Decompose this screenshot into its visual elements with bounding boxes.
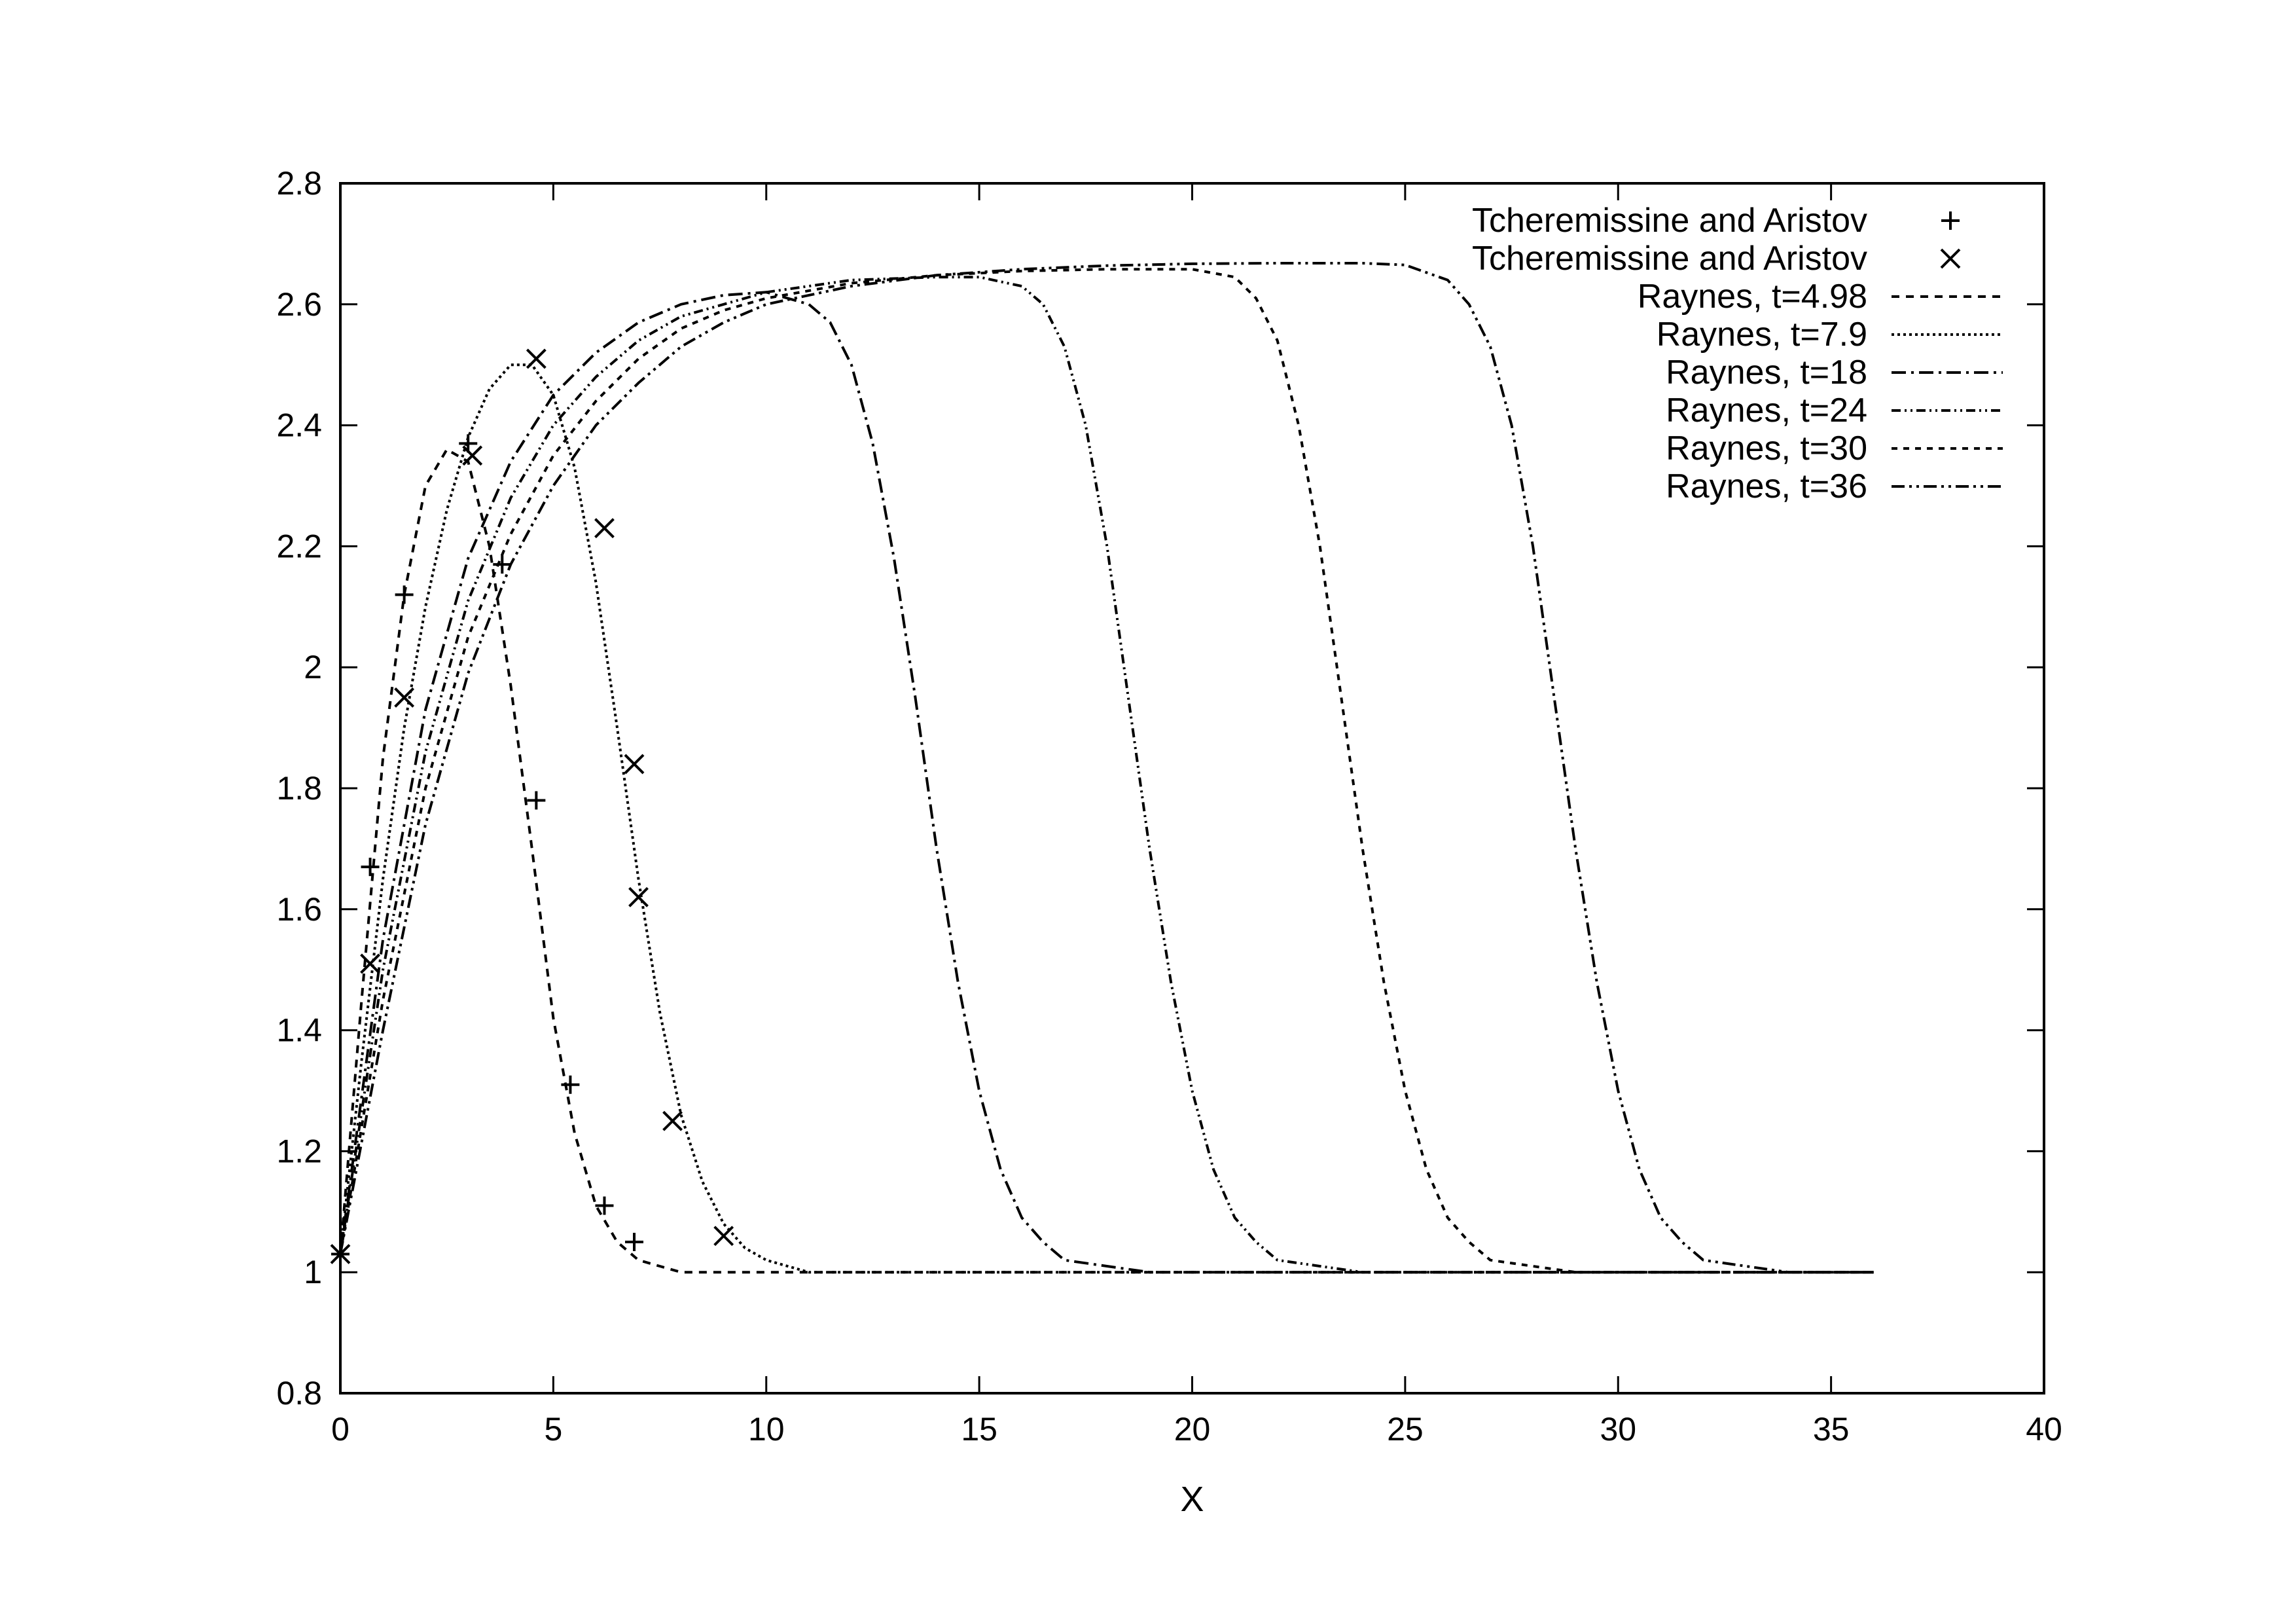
- legend-label-series-5: Raynes, t=36: [1666, 467, 1867, 505]
- legend-label-marker-1: Tcheremissine and Aristov: [1472, 240, 1867, 278]
- y-tick-label-6: 2: [304, 649, 322, 685]
- legend-label-series-4: Raynes, t=30: [1666, 429, 1867, 467]
- x-tick-label-4: 20: [1174, 1411, 1211, 1448]
- plot-layer: [330, 262, 1874, 1274]
- marker-point-1-7: [628, 886, 649, 907]
- y-tick-label-8: 2.4: [276, 407, 322, 444]
- legend-label-series-0: Raynes, t=4.98: [1638, 278, 1867, 316]
- marker-point-1-4: [526, 348, 547, 369]
- legend-label-series-3: Raynes, t=24: [1666, 392, 1867, 429]
- series-line-5: [339, 262, 1874, 1274]
- marker-point-1-2: [394, 687, 415, 708]
- series-line-4: [339, 268, 1874, 1274]
- marker-point-1-8: [662, 1110, 683, 1131]
- legend-label-series-1: Raynes, t=7.9: [1657, 316, 1867, 354]
- series-line-1: [339, 363, 1874, 1274]
- marker-point-1-6: [624, 754, 645, 775]
- legend-marker-1: [1940, 248, 1961, 269]
- ticks-layer: 0 5 10 15 20 25 30 35 40 0.8 1 1.2 1.4 1.6 1.8 2 2.2 2.4 2…: [276, 165, 2062, 1448]
- y-tick-label-3: 1.4: [276, 1012, 322, 1049]
- series-line-3: [339, 276, 1874, 1274]
- x-tick-label-6: 30: [1600, 1411, 1636, 1448]
- x-tick-label-8: 40: [2026, 1411, 2062, 1448]
- marker-point-1-1: [360, 953, 380, 974]
- x-tick-label-1: 5: [544, 1411, 562, 1448]
- marker-point-0-6: [561, 1075, 580, 1094]
- marker-point-0-7: [595, 1196, 614, 1215]
- legend-label-marker-0: Tcheremissine and Aristov: [1472, 202, 1867, 240]
- marker-point-0-4: [493, 555, 512, 574]
- series-line-0: [339, 448, 1874, 1274]
- y-tick-label-2: 1.2: [276, 1133, 322, 1169]
- y-tick-label-9: 2.6: [276, 286, 322, 323]
- marker-point-1-5: [594, 518, 615, 539]
- x-axis-label: X: [1180, 1480, 1204, 1519]
- x-tick-label-7: 35: [1813, 1411, 1850, 1448]
- x-tick-label-2: 10: [748, 1411, 785, 1448]
- x-tick-label-3: 15: [961, 1411, 997, 1448]
- y-tick-label-7: 2.2: [276, 528, 322, 564]
- marker-point-0-5: [527, 791, 546, 810]
- marker-point-1-9: [713, 1226, 734, 1247]
- legend-marker-0: [1941, 211, 1960, 230]
- y-tick-label-4: 1.6: [276, 891, 322, 928]
- marker-point-1-3: [462, 445, 483, 466]
- marker-point-0-8: [625, 1233, 644, 1251]
- x-tick-label-0: 0: [331, 1411, 350, 1448]
- y-tick-label-0: 0.8: [276, 1375, 322, 1412]
- x-tick-label-5: 25: [1387, 1411, 1424, 1448]
- legend-label-series-2: Raynes, t=18: [1666, 354, 1867, 392]
- y-tick-label-1: 1: [304, 1254, 322, 1290]
- y-tick-label-5: 1.8: [276, 770, 322, 807]
- y-tick-label-10: 2.8: [276, 165, 322, 202]
- series-line-2: [339, 291, 1874, 1274]
- marker-point-0-1: [361, 858, 380, 877]
- marker-point-0-2: [395, 585, 414, 604]
